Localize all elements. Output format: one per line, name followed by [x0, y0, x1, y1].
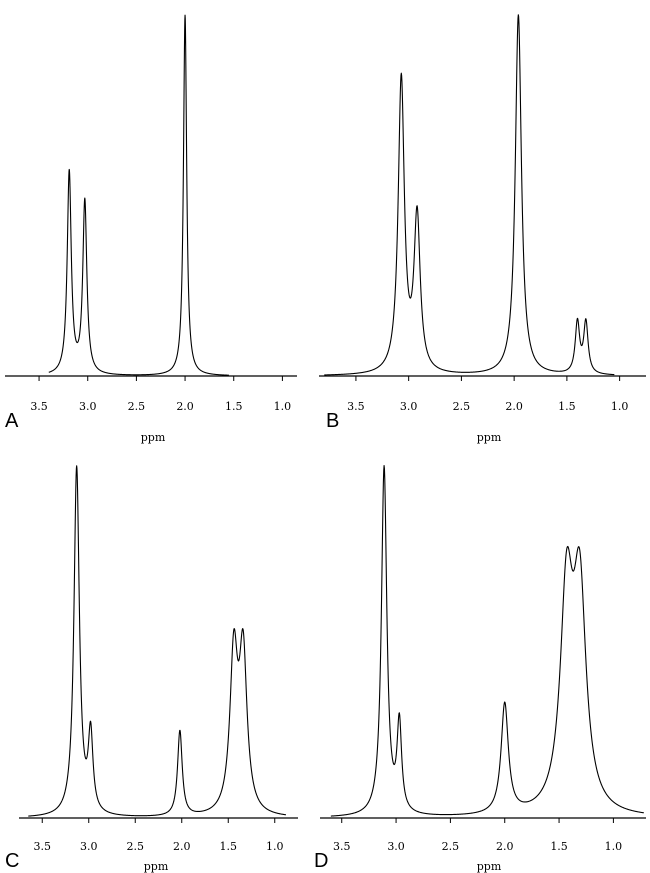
- spectrum-panel-b: 3.5 3.0 2.5 2.0 1.5 1.0 ppm B: [319, 14, 646, 444]
- x-tick-label: 1.5: [220, 840, 238, 853]
- x-tick-label: 2.5: [453, 400, 471, 413]
- x-tick-label: 2.5: [127, 840, 145, 853]
- x-tick-label: 1.0: [611, 400, 629, 413]
- spectrum-line: [330, 465, 645, 817]
- x-tick-label: 1.5: [225, 400, 243, 413]
- x-tick-label: 3.0: [80, 840, 98, 853]
- x-tick-label: 2.0: [173, 840, 191, 853]
- panel-letter: B: [326, 410, 339, 432]
- x-axis-title: ppm: [141, 431, 166, 444]
- panel-letter: C: [5, 850, 19, 872]
- x-tick-label: 2.0: [496, 840, 514, 853]
- x-tick-label: 3.5: [347, 400, 365, 413]
- x-tick-label: 1.0: [605, 840, 623, 853]
- x-tick-label: 2.5: [442, 840, 460, 853]
- spectrum-line: [324, 14, 615, 376]
- spectrum-panel-a: 3.5 3.0 2.5 2.0 1.5 1.0 ppm A: [5, 14, 297, 444]
- x-tick-label: 3.0: [387, 840, 405, 853]
- spectrum-line: [48, 14, 230, 376]
- x-axis-title: ppm: [477, 431, 502, 444]
- x-tick-label: 1.5: [558, 400, 576, 413]
- x-axis-title: ppm: [144, 860, 169, 873]
- x-tick-label: 2.0: [505, 400, 523, 413]
- x-tick-label: 1.0: [274, 400, 292, 413]
- panel-letter: D: [314, 850, 328, 872]
- x-tick-label: 2.0: [176, 400, 194, 413]
- panel-letter: A: [5, 410, 19, 432]
- x-tick-label: 3.0: [79, 400, 97, 413]
- spectrum-panel-c: 3.5 3.0 2.5 2.0 1.5 1.0 ppm C: [5, 465, 298, 873]
- x-tick-label: 1.5: [550, 840, 568, 853]
- spectrum-line: [28, 465, 287, 817]
- x-tick-label: 3.5: [34, 840, 52, 853]
- x-tick-label: 1.0: [266, 840, 284, 853]
- x-tick-label: 3.5: [30, 400, 48, 413]
- spectrum-panel-d: 3.5 3.0 2.5 2.0 1.5 1.0 ppm D: [314, 465, 646, 873]
- x-tick-label: 2.5: [128, 400, 146, 413]
- x-tick-label: 3.5: [333, 840, 351, 853]
- x-tick-label: 3.0: [400, 400, 418, 413]
- x-axis-title: ppm: [477, 860, 502, 873]
